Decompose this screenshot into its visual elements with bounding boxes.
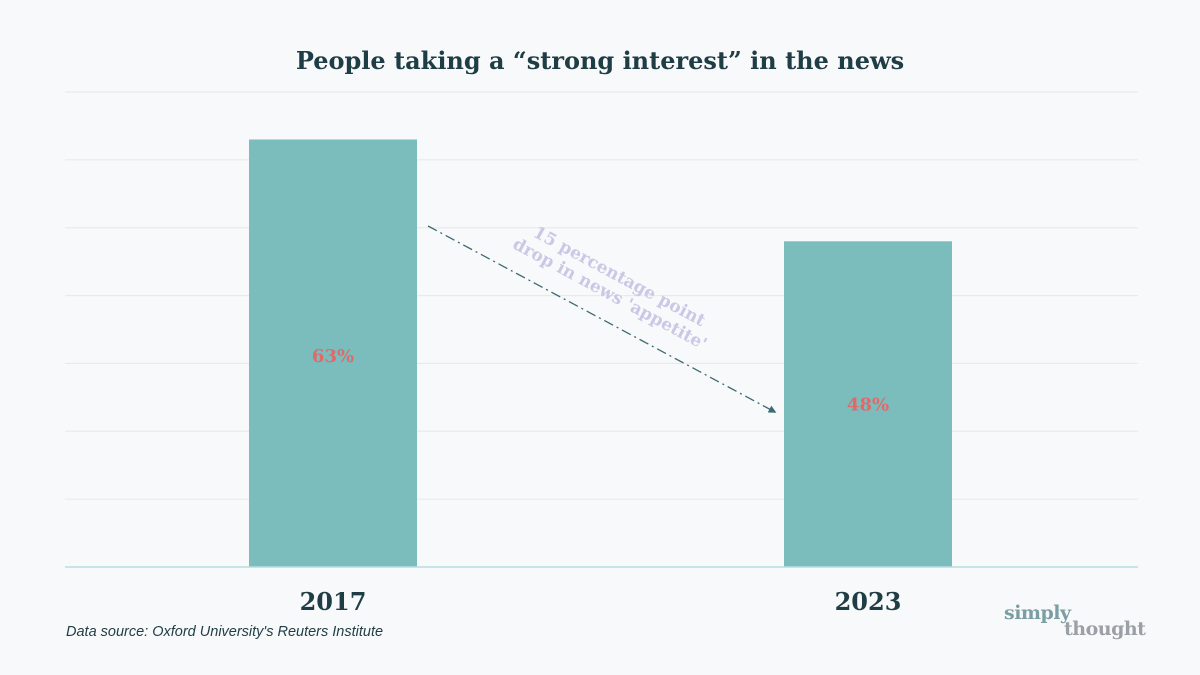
data-source: Data source: Oxford University's Reuters… <box>66 624 383 640</box>
logo-line-1: simply <box>1004 602 1071 624</box>
logo-line-2: thought <box>1064 618 1146 640</box>
gridlines <box>65 91 1138 500</box>
brand-logo: simply thought <box>1004 602 1146 642</box>
bar-2023 <box>784 241 952 568</box>
drop-arrow <box>427 225 777 413</box>
data-label-2023: 48% <box>847 395 889 416</box>
annotation: 15 percentage point drop in news 'appeti… <box>427 223 777 413</box>
bar-2017 <box>249 139 417 567</box>
data-label-2017: 63% <box>312 346 354 367</box>
bars: 63% 2017 48% 2023 <box>249 139 952 616</box>
annotation-line-2: drop in news 'appetite' <box>509 234 710 354</box>
x-tick-label-2017: 2017 <box>300 587 367 616</box>
chart-title: People taking a “strong interest” in the… <box>296 46 904 75</box>
x-tick-label-2023: 2023 <box>835 587 902 616</box>
